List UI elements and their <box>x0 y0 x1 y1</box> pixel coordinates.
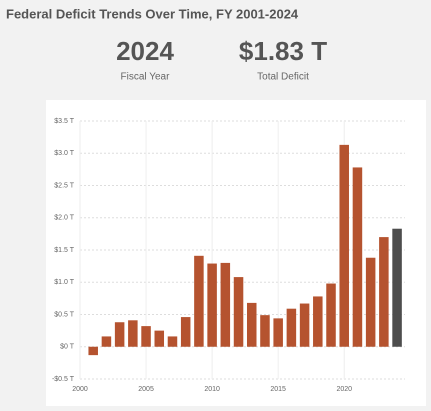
bar <box>286 308 297 347</box>
bar <box>392 228 402 347</box>
bar <box>299 303 310 347</box>
y-tick-label: $2.5 T <box>54 182 74 189</box>
y-tick-label: $0 T <box>60 344 75 351</box>
bar <box>180 317 191 347</box>
bar <box>114 322 125 347</box>
bar <box>246 302 257 347</box>
bar <box>194 255 204 347</box>
x-tick-label: 2020 <box>336 386 352 393</box>
bar <box>379 237 389 347</box>
bar <box>167 336 178 347</box>
y-tick-label: $1.5 T <box>54 247 74 254</box>
bar <box>260 315 270 347</box>
bar <box>233 277 244 347</box>
x-tick-label: 2000 <box>72 386 88 393</box>
x-tick-label: 2010 <box>204 386 220 393</box>
y-tick-label: $0.5 T <box>54 311 74 318</box>
bar <box>220 262 231 347</box>
bar <box>339 144 349 347</box>
x-tick-label: 2005 <box>138 386 154 393</box>
bar <box>141 326 151 347</box>
title: Federal Deficit Trends Over Time, FY 200… <box>6 6 299 21</box>
bar <box>154 330 165 347</box>
bar <box>207 263 217 347</box>
y-tick-label: $1.0 T <box>54 279 74 286</box>
y-tick-label: -$0.5 T <box>52 376 75 383</box>
x-tick-label: 2015 <box>270 386 286 393</box>
chart-panel <box>46 100 426 406</box>
y-tick-label: $3.5 T <box>54 118 74 125</box>
bar <box>101 336 112 347</box>
bar <box>352 167 363 347</box>
y-tick-label: $3.0 T <box>54 150 74 157</box>
kpi-value: $1.83 T <box>239 36 327 66</box>
bar <box>128 320 138 347</box>
bar <box>273 318 283 347</box>
bar <box>88 346 98 356</box>
y-tick-label: $2.0 T <box>54 215 74 222</box>
kpi-value: 2024 <box>116 36 174 66</box>
bar <box>365 257 376 347</box>
kpi-label: Fiscal Year <box>121 72 171 83</box>
bar <box>326 283 336 347</box>
bar <box>313 296 323 347</box>
kpi-label: Total Deficit <box>257 72 309 83</box>
